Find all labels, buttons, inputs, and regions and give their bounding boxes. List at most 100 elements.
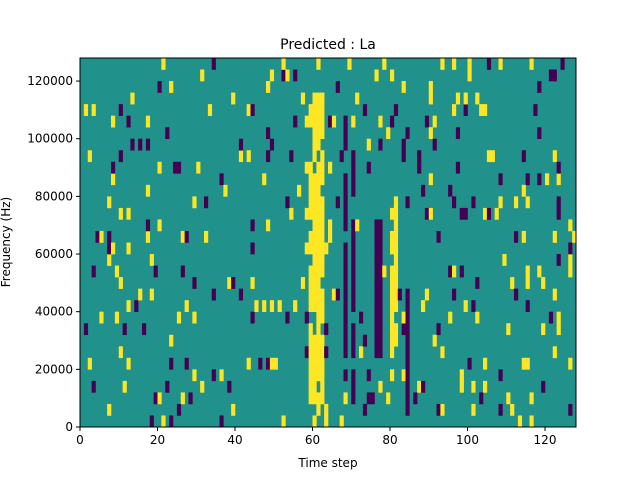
heatmap-cell [118,104,123,116]
heatmap-cell [312,173,317,186]
heatmap-cell [541,323,546,336]
heatmap-cell [126,357,131,370]
heatmap-cell [424,207,430,220]
heatmap-cell [118,346,123,359]
heatmap-cell [556,311,561,324]
heatmap-cell [200,69,205,82]
heatmap-cell [343,300,348,312]
heatmap-cell [312,357,317,370]
heatmap-cell [362,403,368,416]
heatmap-cell [343,184,348,197]
heatmap-cell [312,277,317,289]
heatmap-cell [320,392,325,405]
heatmap-cell [308,369,313,382]
heatmap-cell [335,81,340,93]
heatmap-cell [552,230,557,243]
heatmap-cell [269,300,275,312]
heatmap-cell [556,254,561,266]
heatmap-cell [525,357,530,370]
heatmap-cell [514,288,519,301]
heatmap-cell [343,392,348,405]
heatmap-cell [169,357,174,370]
heatmap-cell [471,196,476,209]
heatmap-cell [483,380,488,393]
heatmap-cell [184,357,189,370]
heatmap-cell [502,254,507,266]
heatmap-cell [405,311,410,324]
heatmap-cell [374,230,379,243]
heatmap-cell [227,277,232,289]
heatmap-cell [351,346,356,359]
heatmap-cell [192,369,197,382]
heatmap-cell [130,92,135,105]
heatmap-cell [521,230,526,243]
heatmap-cell [366,369,371,382]
heatmap-cell [320,311,325,324]
heatmap-cell [374,346,379,359]
heatmap-cell [324,242,329,255]
heatmap-cell [269,357,275,370]
heatmap-cell [366,138,371,151]
heatmap-cell [378,138,383,151]
heatmap-cell [525,173,530,186]
heatmap-cell [393,242,399,255]
heatmap-cell [83,104,89,116]
heatmap-cell [289,207,294,220]
heatmap-cell [316,173,321,186]
heatmap-cell [107,230,112,243]
heatmap-cell [246,357,251,370]
heatmap-cell [312,242,317,255]
heatmap-cell [537,127,542,140]
heatmap-cell [467,69,472,82]
heatmap-cell [417,150,422,163]
heatmap-cell [304,161,309,174]
heatmap-cell [231,92,236,105]
heatmap-cell [153,265,158,278]
heatmap-cell [134,300,139,312]
heatmap-cell [118,277,123,289]
x-tick-label: 60 [305,433,320,447]
heatmap-cell [521,150,526,163]
heatmap-cell [184,230,189,243]
heatmap-cell [343,346,348,359]
heatmap-cell [428,207,433,220]
y-tick-label: 100000 [27,132,73,146]
heatmap-cell [312,392,317,405]
heatmap-cell [316,254,321,266]
heatmap-cell [320,161,325,174]
heatmap-cell [300,277,306,289]
heatmap-cell [390,334,395,347]
heatmap-cell [343,277,348,289]
heatmap-cell [192,311,197,324]
heatmap-cell [382,58,387,70]
heatmap-cell [227,380,232,393]
heatmap-cell [479,392,484,405]
heatmap-cell [362,334,368,347]
heatmap-cell [486,207,492,220]
heatmap-cell [130,138,135,151]
heatmap-cell [83,323,89,336]
heatmap-cell [533,104,538,116]
heatmap-cell [111,173,116,186]
heatmap-cell [145,230,151,243]
heatmap-cell [293,69,298,82]
heatmap-cell [308,334,313,347]
heatmap-cell [436,323,441,336]
heatmap-cell [308,265,313,278]
heatmap-cell [343,196,348,209]
heatmap-cell [324,403,329,416]
heatmap-cell [463,104,468,116]
heatmap-cell [266,357,271,370]
heatmap-cell [320,380,325,393]
heatmap-cell [362,104,368,116]
heatmap-cell [463,207,468,220]
heatmap-cell [455,92,461,105]
heatmap-cell [517,415,523,428]
heatmap-cell [126,115,131,128]
heatmap-cell [405,300,410,312]
heatmap-cell [343,173,348,186]
heatmap-cell [250,104,255,116]
heatmap-cell [378,323,383,336]
